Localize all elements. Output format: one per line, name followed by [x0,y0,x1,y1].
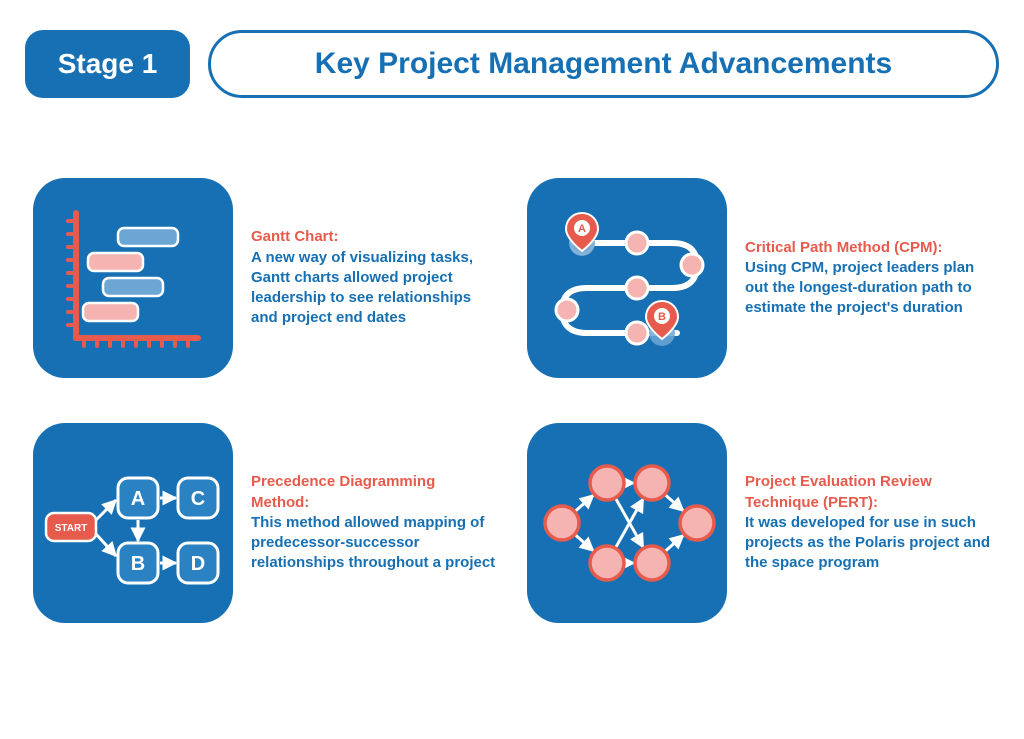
item-desc: A new way of visualizing tasks, Gantt ch… [251,248,497,329]
svg-text:B: B [131,553,145,575]
item-pert: Project Evaluation Review Technique (PER… [527,423,991,623]
header-row: Stage 1 Key Project Management Advanceme… [25,30,999,98]
item-desc: It was developed for use in such project… [745,513,991,574]
item-gantt: Gantt Chart: A new way of visualizing ta… [33,178,497,378]
item-desc: Using CPM, project leaders plan out the … [745,258,991,319]
items-grid: Gantt Chart: A new way of visualizing ta… [25,178,999,623]
pdm-diagram-icon: START A B C D [38,438,228,608]
stage-badge: Stage 1 [25,30,190,98]
item-pdm: START A B C D Precedence Diagramming Method:… [33,423,497,623]
svg-text:C: C [191,488,205,510]
pert-icon-tile [527,423,727,623]
svg-text:D: D [191,553,205,575]
page-title: Key Project Management Advancements [208,30,999,98]
gantt-icon-tile [33,178,233,378]
item-title: Critical Path Method (CPM): [745,238,991,258]
svg-text:B: B [658,311,666,323]
pdm-icon-tile: START A B C D [33,423,233,623]
item-text: Precedence Diagramming Method: This meth… [251,472,497,573]
svg-text:START: START [55,523,88,534]
pert-network-icon [532,438,722,608]
item-text: Project Evaluation Review Technique (PER… [745,472,991,573]
item-text: Gantt Chart: A new way of visualizing ta… [251,227,497,328]
item-title: Project Evaluation Review Technique (PER… [745,472,991,513]
item-text: Critical Path Method (CPM): Using CPM, p… [745,238,991,319]
item-cpm: AB Critical Path Method (CPM): Using CPM… [527,178,991,378]
item-desc: This method allowed mapping of predecess… [251,513,497,574]
item-title: Precedence Diagramming Method: [251,472,497,513]
svg-text:A: A [131,488,145,510]
svg-text:A: A [578,223,586,235]
cpm-path-icon: AB [542,193,712,363]
item-title: Gantt Chart: [251,227,497,247]
gantt-chart-icon [48,193,218,363]
cpm-icon-tile: AB [527,178,727,378]
